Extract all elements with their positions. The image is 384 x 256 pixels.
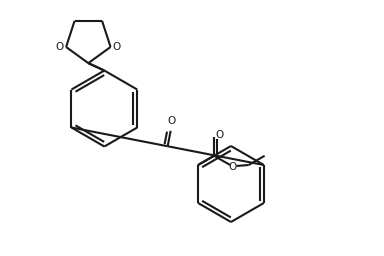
Text: O: O [167, 116, 175, 126]
Text: O: O [113, 42, 121, 52]
Text: O: O [56, 42, 64, 52]
Text: O: O [228, 163, 237, 173]
Text: O: O [216, 130, 224, 140]
